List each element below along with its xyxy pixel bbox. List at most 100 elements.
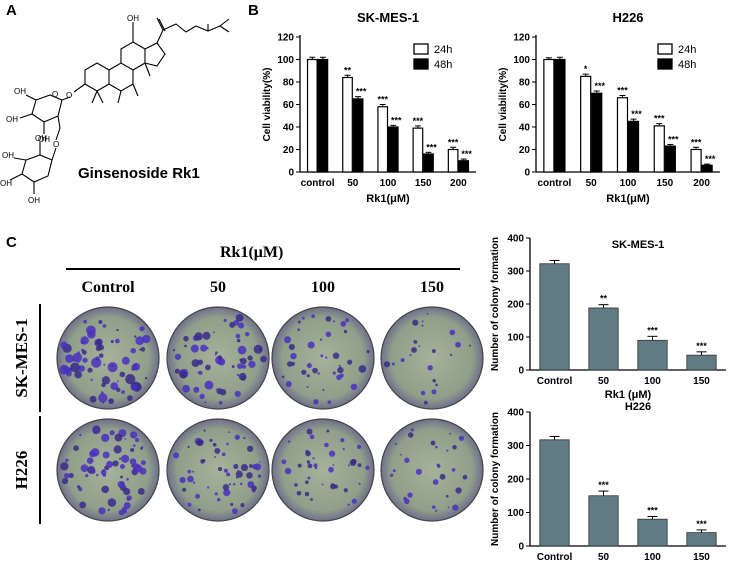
colony-dot — [80, 464, 89, 473]
colony-dot — [214, 492, 218, 496]
colony-dot — [102, 401, 105, 404]
colony-dot — [421, 320, 424, 323]
colony-dot — [343, 329, 348, 334]
y-axis-label: Cell viability(%) — [498, 68, 509, 142]
x-tick-label: 200 — [450, 178, 467, 189]
colony-dot — [218, 467, 223, 472]
x-tick-label: 50 — [598, 376, 610, 387]
colony-dot — [108, 398, 115, 405]
colony-dot — [204, 401, 207, 404]
colony-dot — [237, 363, 243, 369]
colony-dot — [73, 445, 79, 452]
x-tick-label: 150 — [656, 178, 673, 189]
significance-label: *** — [654, 114, 665, 124]
colony-dot — [182, 487, 187, 492]
colony-dot — [65, 354, 74, 363]
x-tick-label: 200 — [693, 178, 710, 189]
colony-dot — [204, 380, 214, 390]
colony-dot — [357, 463, 362, 468]
colony-dot — [328, 450, 336, 457]
colony-dot — [235, 470, 243, 478]
colony-dot — [118, 509, 125, 516]
colony-dot — [79, 433, 82, 437]
colony-dot — [103, 363, 106, 366]
colony-dot — [231, 365, 235, 368]
significance-label: ** — [344, 65, 352, 75]
colony-dot — [343, 488, 348, 493]
colony-dot — [260, 355, 267, 363]
colony-dot — [391, 362, 395, 366]
x-tick-label: 100 — [620, 178, 637, 189]
colony-dot — [469, 344, 472, 347]
colony-dot — [356, 444, 362, 450]
colony-dot — [348, 464, 350, 467]
colony-dot — [297, 463, 302, 468]
legend-label: 24h — [434, 44, 452, 56]
chart-title: H226 — [625, 401, 651, 413]
colony-dot — [89, 395, 97, 403]
colony-dot — [345, 318, 350, 323]
colony-dot — [87, 367, 93, 373]
colony-dot — [102, 324, 107, 328]
panel-label-c: C — [6, 234, 17, 251]
colony-dot — [130, 347, 136, 354]
colony-dot — [431, 389, 437, 395]
colony-dot — [239, 358, 242, 362]
colony-dot — [251, 485, 257, 491]
colony-dot — [236, 373, 240, 377]
colony-dot — [72, 352, 83, 363]
colony-dot — [133, 464, 143, 473]
colony-dot — [68, 472, 74, 479]
significance-label: *** — [598, 480, 609, 490]
colony-dot — [420, 390, 426, 396]
x-tick-label: control — [301, 178, 335, 189]
colony-dot — [173, 452, 180, 459]
colony-dot — [233, 483, 236, 486]
colony-dot — [190, 344, 199, 353]
y-tick-label: 300 — [507, 441, 524, 452]
colony-dot — [235, 333, 241, 339]
significance-label: *** — [647, 506, 658, 516]
colony-dot — [192, 470, 195, 473]
colony-dot — [297, 328, 301, 332]
colony-dot — [287, 440, 291, 443]
colony-dot — [462, 474, 468, 480]
colony-dot — [214, 353, 217, 356]
colony-dot — [248, 360, 256, 368]
colony-dot — [102, 451, 110, 459]
colony-dot — [449, 329, 456, 336]
colony-dot — [248, 464, 253, 468]
colony-dot — [172, 348, 176, 352]
colony-column-label: 100 — [311, 279, 335, 296]
colony-dot — [311, 314, 316, 319]
colony-dot — [407, 432, 414, 438]
colony-dot — [337, 366, 344, 374]
colony-dot — [432, 505, 436, 509]
colony-dot — [92, 429, 98, 435]
x-tick-label: 50 — [598, 552, 610, 561]
colony-dot — [436, 463, 440, 467]
colony-dot — [239, 482, 243, 486]
atom-oh: OH — [6, 115, 18, 124]
significance-label: *** — [448, 137, 459, 147]
colony-dot — [101, 485, 109, 494]
colony-dot — [124, 437, 127, 440]
colony-dot — [187, 445, 190, 448]
colony-dot — [400, 358, 405, 363]
colony-dot — [110, 340, 114, 344]
colony-dot — [214, 447, 221, 454]
x-tick-label: Control — [537, 376, 573, 387]
colony-dot — [332, 371, 336, 375]
colony-dot — [138, 348, 141, 351]
colony-dot — [119, 464, 125, 470]
colony-dot — [455, 341, 461, 348]
colony-dot — [121, 356, 130, 365]
colony-dot — [174, 368, 180, 374]
colony-dot — [347, 503, 350, 506]
colony-dot — [60, 341, 68, 349]
panel-label-a: A — [6, 2, 17, 19]
colony-dot — [336, 374, 342, 381]
colony-dot — [112, 460, 119, 467]
colony-dot — [342, 447, 345, 451]
colony-dot — [125, 373, 136, 385]
